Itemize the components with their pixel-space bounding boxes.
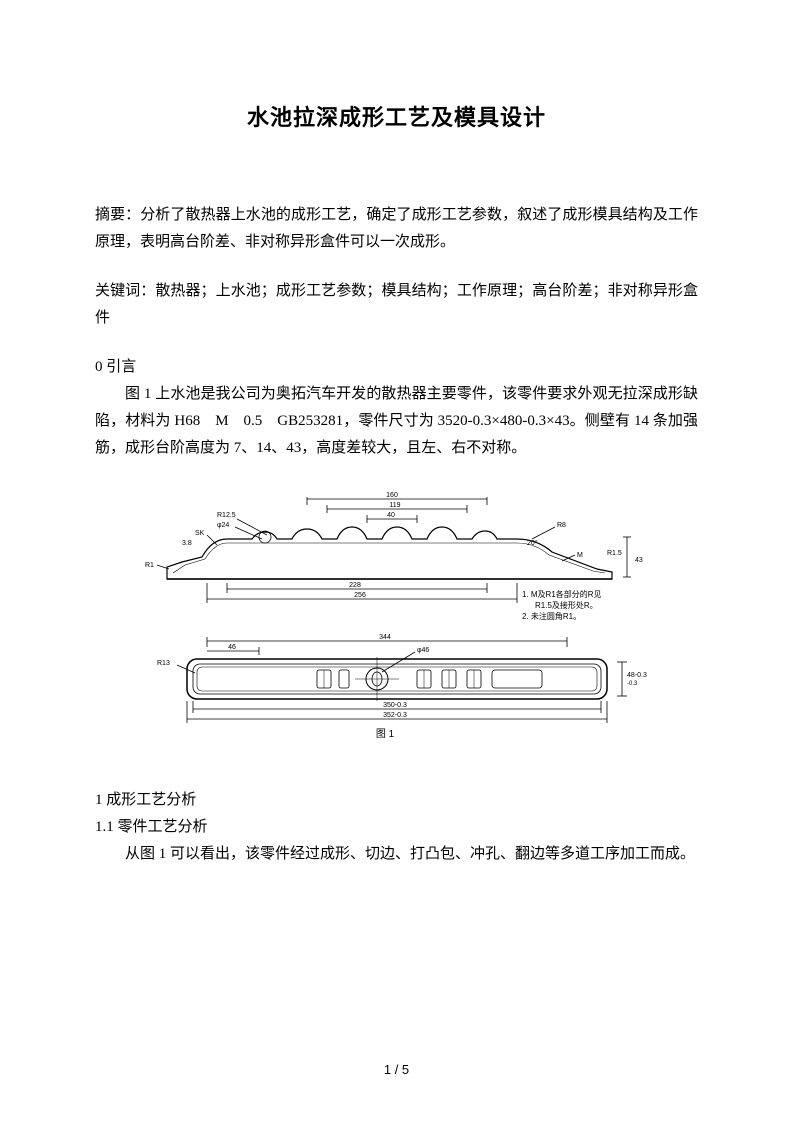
dim-48: 48-0.3 xyxy=(627,672,647,679)
page-current: 1 xyxy=(384,1062,391,1077)
dim-256: 256 xyxy=(354,592,366,599)
section-1-heading: 1 成形工艺分析 xyxy=(95,787,698,814)
dim-phi24: φ24 xyxy=(217,522,229,529)
abstract: 摘要：分析了散热器上水池的成形工艺，确定了成形工艺参数，叙述了成形模具结构及工作… xyxy=(95,202,698,256)
dim-119: 119 xyxy=(389,502,400,509)
figure-note-1a: 1. M及R1各部分的R见 xyxy=(522,589,602,599)
dim-46: 46 xyxy=(228,644,236,651)
document-title: 水池拉深成形工艺及模具设计 xyxy=(95,100,698,132)
dim-350: 350-0.3 xyxy=(383,702,407,709)
dim-r12-5: R12.5 xyxy=(217,512,236,519)
figure-label: 图 1 xyxy=(375,728,394,740)
dim-m: M xyxy=(577,552,583,559)
section-0-heading: 0 引言 xyxy=(95,354,698,381)
dim-sk: SK xyxy=(195,530,205,537)
dim-344: 344 xyxy=(379,634,391,641)
dim-r1: R1 xyxy=(145,562,154,569)
keywords-label: 关键词： xyxy=(95,283,155,299)
keywords-text: 散热器；上水池；成形工艺参数；模具结构；工作原理；高台阶差；非对称异形盒件 xyxy=(95,283,698,326)
figure-note-2: 2. 未注圆角R1。 xyxy=(522,611,581,621)
section-1-1-body: 从图 1 可以看出，该零件经过成形、切边、打凸包、冲孔、翻边等多道工序加工而成。 xyxy=(95,841,698,868)
dim-r1-5: R1.5 xyxy=(607,550,622,557)
page-number: 1 / 5 xyxy=(0,1062,793,1077)
dim-160: 160 xyxy=(386,492,398,499)
section-1-1-heading: 1.1 零件工艺分析 xyxy=(95,814,698,841)
dim-48-tol: -0.3 xyxy=(627,681,638,687)
figure-note-1b: R1.5及接形处R。 xyxy=(535,600,598,610)
dim-phi46: φ46 xyxy=(417,647,429,654)
dim-r8: R8 xyxy=(557,522,566,529)
dim-43-v: 43 xyxy=(635,557,643,564)
page-sep: / xyxy=(391,1062,402,1077)
abstract-text: 分析了散热器上水池的成形工艺，确定了成形工艺参数，叙述了成形模具结构及工作原理，… xyxy=(95,207,698,250)
dim-228: 228 xyxy=(349,582,361,589)
abstract-label: 摘要： xyxy=(95,207,140,223)
figure-1: 160 119 40 R12.5 φ24 SK 3.8 R1 xyxy=(95,487,698,767)
keywords: 关键词：散热器；上水池；成形工艺参数；模具结构；工作原理；高台阶差；非对称异形盒… xyxy=(95,278,698,332)
figure-1-drawing: 160 119 40 R12.5 φ24 SK 3.8 R1 xyxy=(117,487,677,767)
dim-352: 352-0.3 xyxy=(383,712,407,719)
page-total: 5 xyxy=(402,1062,409,1077)
dim-3-8: 3.8 xyxy=(182,540,192,547)
section-0-body: 图 1 上水池是我公司为奥拓汽车开发的散热器主要零件，该零件要求外观无拉深成形缺… xyxy=(95,381,698,462)
dim-r13: R13 xyxy=(157,660,170,667)
dim-40: 40 xyxy=(387,512,395,519)
